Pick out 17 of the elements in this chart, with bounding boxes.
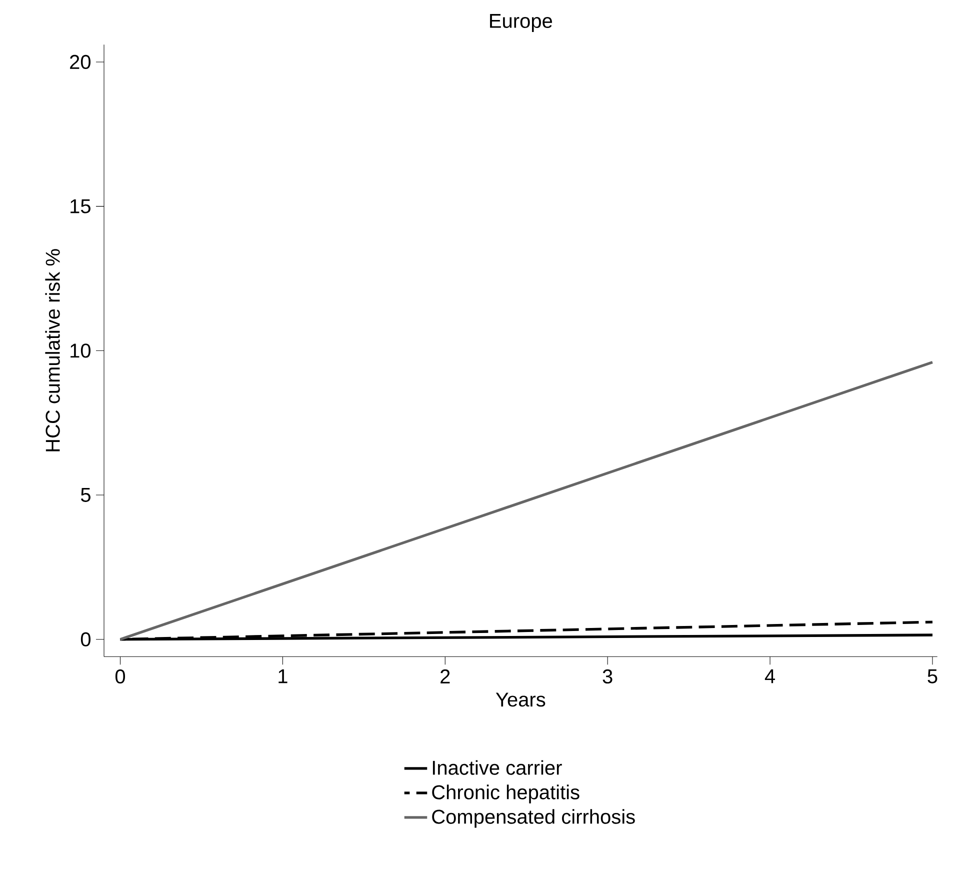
x-tick-label: 1 — [278, 669, 288, 684]
legend-label: Chronic hepatitis — [432, 784, 580, 804]
legend-label: Compensated cirrhosis — [432, 809, 635, 828]
y-axis-title: HCC cumulative risk % — [45, 249, 60, 452]
y-tick-label: 20 — [70, 54, 90, 70]
x-tick-label: 5 — [928, 669, 938, 684]
y-tick-label: 0 — [80, 632, 90, 646]
x-tick-label: 3 — [602, 669, 612, 684]
legend-label: Inactive carrier — [432, 760, 562, 775]
x-tick-label: 4 — [764, 669, 776, 684]
x-axis-title: Years — [496, 692, 546, 707]
y-tick-label: 5 — [80, 488, 90, 502]
y-tick-label: 15 — [70, 199, 90, 214]
y-tick-label: 10 — [70, 344, 90, 358]
x-tick-label: 2 — [440, 669, 450, 684]
chart-title: Europe — [490, 14, 552, 32]
x-tick-label: 0 — [115, 669, 126, 684]
